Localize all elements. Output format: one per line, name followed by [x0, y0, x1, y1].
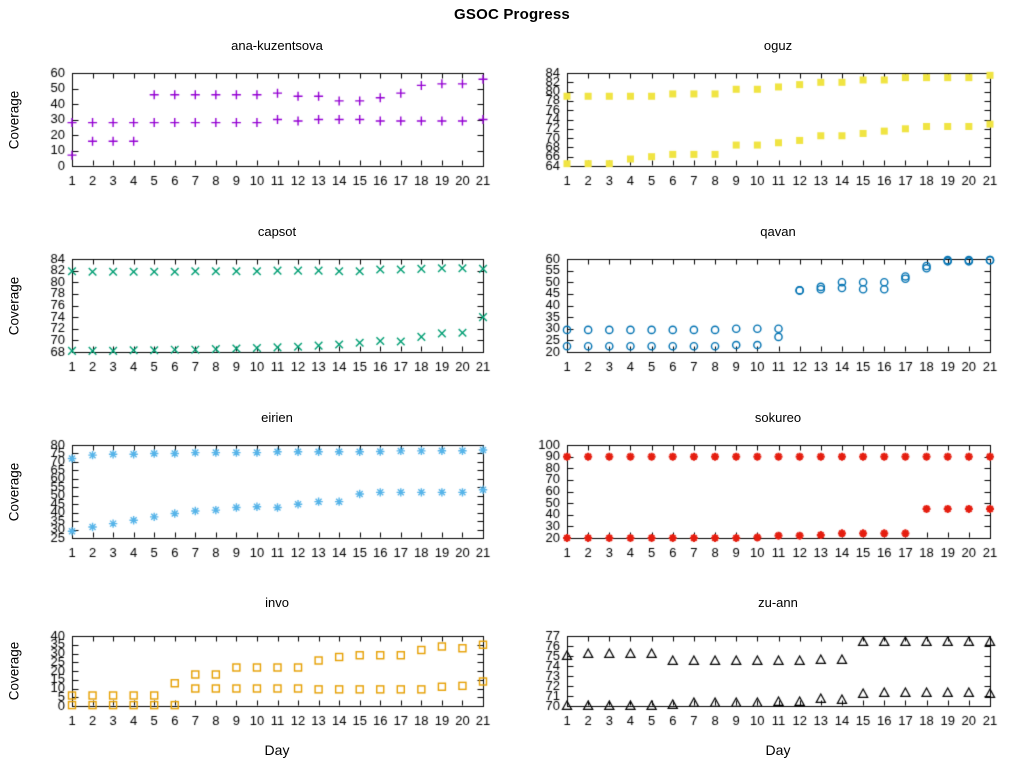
subplot-title-qavan: qavan [760, 224, 796, 239]
figure-title: GSOC Progress [454, 6, 570, 23]
y-axis-label-row1: Coverage [6, 90, 22, 150]
subplot-title-eirien: eirien [261, 410, 293, 425]
y-axis-label-row4: Coverage [6, 641, 22, 701]
subplot-title-zu-ann: zu-ann [758, 595, 798, 610]
subplot-title-sokureo: sokureo [754, 410, 802, 425]
subplot-title-capsot: capsot [257, 224, 297, 239]
x-axis-label-right: Day [765, 742, 791, 758]
subplot-title-ana-kuzentsova: ana-kuzentsova [231, 38, 323, 53]
subplot-title-invo: invo [265, 595, 289, 610]
subplot-title-oguz: oguz [763, 38, 793, 53]
x-axis-label-left: Day [264, 742, 290, 758]
y-axis-label-row3: Coverage [6, 462, 22, 522]
y-axis-label-row2: Coverage [6, 276, 22, 336]
